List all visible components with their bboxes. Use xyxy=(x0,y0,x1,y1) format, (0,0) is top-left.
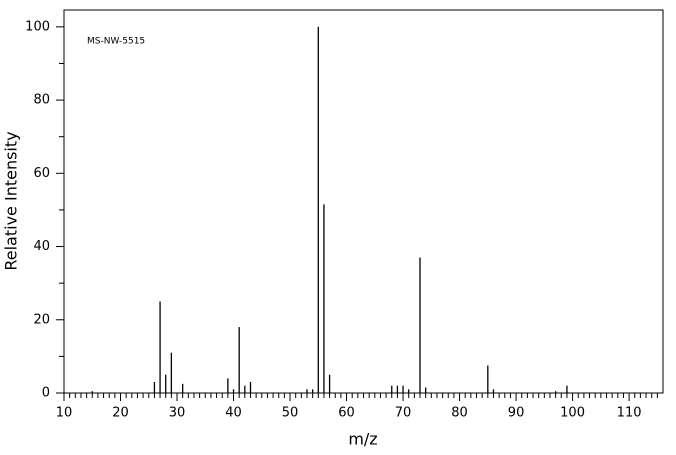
x-tick-label: 90 xyxy=(508,406,525,421)
y-tick-label: 80 xyxy=(33,93,50,108)
x-tick-label: 10 xyxy=(56,406,73,421)
x-tick-label: 30 xyxy=(169,406,186,421)
x-tick-label: 100 xyxy=(560,406,585,421)
annotation: MS-NW-5515 xyxy=(87,37,145,47)
x-tick-label: 60 xyxy=(338,406,355,421)
y-tick-label: 100 xyxy=(25,19,50,34)
y-tick-label: 20 xyxy=(33,312,50,327)
x-tick-label: 70 xyxy=(395,406,412,421)
x-tick-label: 110 xyxy=(617,406,642,421)
x-axis-label: m/z xyxy=(348,430,377,449)
y-tick-label: 60 xyxy=(33,166,50,181)
y-axis-label: Relative Intensity xyxy=(2,131,21,270)
plot-frame xyxy=(63,9,664,394)
x-tick-label: 50 xyxy=(282,406,299,421)
y-tick-label: 40 xyxy=(33,239,50,254)
x-tick-label: 80 xyxy=(451,406,468,421)
y-tick-label: 0 xyxy=(42,386,50,401)
x-tick-label: 20 xyxy=(112,406,129,421)
x-tick-label: 40 xyxy=(225,406,242,421)
